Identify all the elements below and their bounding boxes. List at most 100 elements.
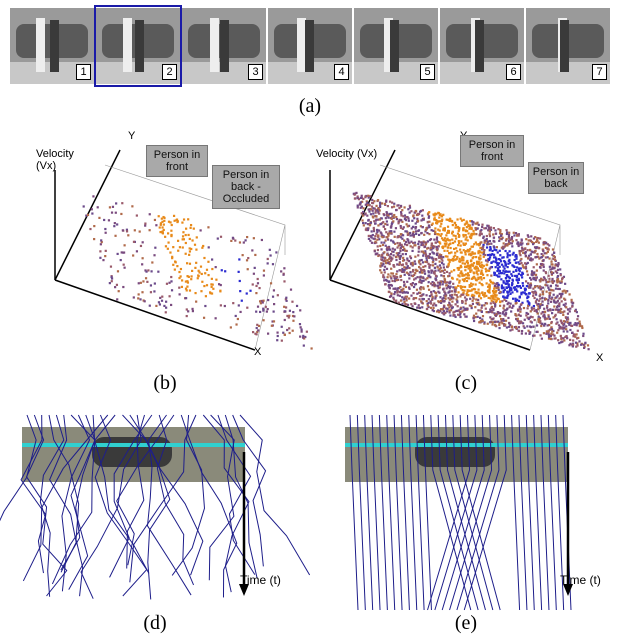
point <box>450 286 452 288</box>
point <box>169 251 171 253</box>
point <box>403 281 405 283</box>
point <box>456 250 458 252</box>
point <box>400 236 402 238</box>
point <box>498 289 500 291</box>
point <box>215 266 217 268</box>
point <box>419 271 421 273</box>
point <box>506 326 508 328</box>
point <box>116 284 118 286</box>
point <box>566 330 568 332</box>
point <box>419 292 421 294</box>
point <box>115 212 117 214</box>
point <box>422 277 424 279</box>
point <box>441 260 443 262</box>
point <box>397 290 399 292</box>
point <box>410 303 412 305</box>
point <box>533 307 535 309</box>
point <box>579 323 581 325</box>
point <box>114 286 116 288</box>
point <box>359 203 361 205</box>
point <box>414 272 416 274</box>
point <box>437 233 439 235</box>
point <box>525 280 527 282</box>
point <box>374 250 376 252</box>
point <box>190 224 192 226</box>
point <box>269 249 271 251</box>
point <box>206 269 208 271</box>
point <box>372 234 374 236</box>
point <box>412 269 414 271</box>
point <box>532 295 534 297</box>
point <box>375 212 377 214</box>
point <box>492 318 494 320</box>
point <box>392 240 394 242</box>
point <box>390 277 392 279</box>
point <box>547 281 549 283</box>
point <box>488 289 490 291</box>
point <box>193 228 195 230</box>
point <box>395 216 397 218</box>
point <box>399 263 401 265</box>
point <box>425 253 427 255</box>
point <box>503 267 505 269</box>
point <box>472 223 474 225</box>
point <box>497 251 499 253</box>
point <box>568 293 570 295</box>
point <box>185 280 187 282</box>
point <box>512 280 514 282</box>
point <box>379 202 381 204</box>
point <box>508 234 510 236</box>
point <box>481 291 483 293</box>
point <box>440 223 442 225</box>
point <box>163 305 165 307</box>
point <box>529 325 531 327</box>
point <box>531 307 533 309</box>
point <box>376 229 378 231</box>
point <box>273 289 275 291</box>
point <box>254 333 256 335</box>
point <box>220 304 222 306</box>
point <box>310 347 312 349</box>
point <box>132 254 134 256</box>
point <box>447 275 449 277</box>
point <box>529 277 531 279</box>
point <box>548 289 550 291</box>
point <box>410 295 412 297</box>
point <box>254 254 256 256</box>
point <box>437 266 439 268</box>
point <box>196 236 198 238</box>
point <box>422 261 424 263</box>
point <box>511 325 513 327</box>
point <box>443 266 445 268</box>
point <box>191 270 193 272</box>
point <box>384 239 386 241</box>
point <box>433 218 435 220</box>
point <box>425 257 427 259</box>
point <box>154 282 156 284</box>
point <box>515 327 517 329</box>
point <box>452 278 454 280</box>
point <box>396 236 398 238</box>
point <box>502 295 504 297</box>
point <box>465 250 467 252</box>
point <box>496 270 498 272</box>
point <box>493 274 495 276</box>
point <box>404 303 406 305</box>
axis-label: Velocity (Vx) <box>36 148 82 172</box>
point <box>258 325 260 327</box>
point <box>518 330 520 332</box>
point <box>540 256 542 258</box>
point <box>548 334 550 336</box>
point <box>412 233 414 235</box>
point <box>498 324 500 326</box>
point <box>458 240 460 242</box>
point <box>516 279 518 281</box>
point <box>191 239 193 241</box>
point <box>439 260 441 262</box>
point <box>87 214 89 216</box>
point <box>465 234 467 236</box>
point <box>407 225 409 227</box>
point <box>557 263 559 265</box>
point <box>535 274 537 276</box>
point <box>538 247 540 249</box>
